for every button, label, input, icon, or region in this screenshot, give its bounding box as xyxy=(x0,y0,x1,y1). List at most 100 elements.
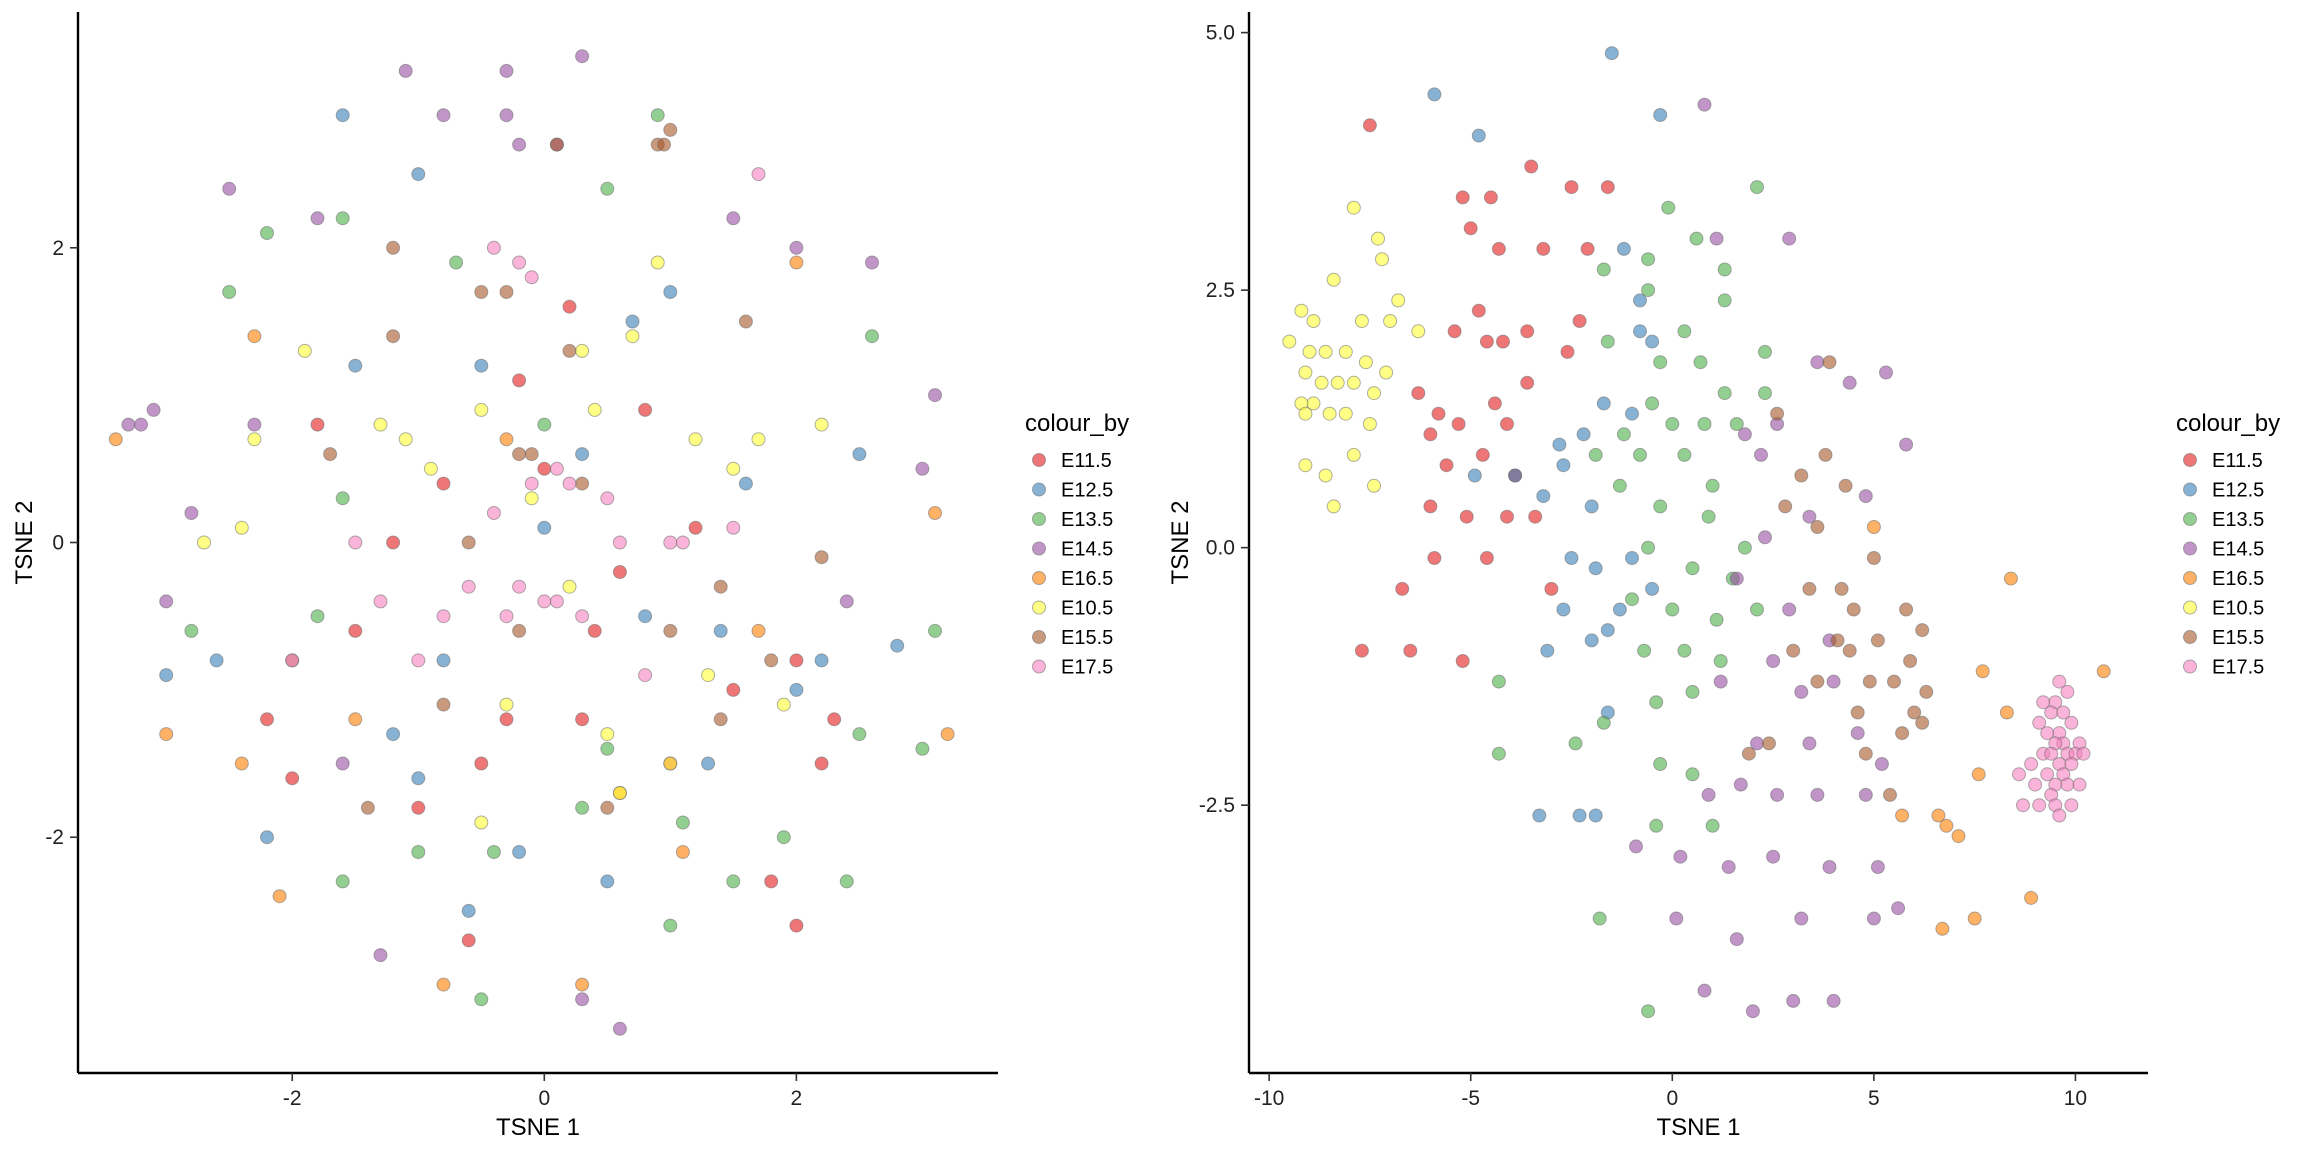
data-point-e12-5 xyxy=(1625,406,1639,421)
data-point-e14-5 xyxy=(398,63,413,78)
data-point-e13-5 xyxy=(184,623,199,638)
data-point-e13-5 xyxy=(663,918,678,933)
data-point-e11-5 xyxy=(537,461,552,476)
data-point-e11-5 xyxy=(1463,221,1478,236)
legend-label: E17.5 xyxy=(2212,657,2264,679)
data-point-e14-5 xyxy=(499,63,514,78)
data-point-e15-5 xyxy=(663,623,678,638)
data-point-e11-5 xyxy=(1354,643,1369,658)
data-point-e12-5 xyxy=(1532,808,1547,823)
data-point-e12-5 xyxy=(638,609,653,624)
data-point-e12-5 xyxy=(1467,468,1482,483)
data-point-e14-5 xyxy=(247,417,262,432)
x-tick-label: -10 xyxy=(1254,1087,1284,1110)
data-point-e12-5 xyxy=(1604,46,1619,61)
data-point-e14-5 xyxy=(1669,911,1684,926)
data-point-e14-5 xyxy=(1891,901,1906,916)
x-tick-label: -2 xyxy=(283,1087,302,1110)
legend-label: E17.5 xyxy=(1061,657,1113,679)
data-point-e17-5 xyxy=(2040,726,2055,741)
legend-label: E10.5 xyxy=(2212,598,2264,620)
data-point-e13-5 xyxy=(474,992,489,1007)
data-point-e15-5 xyxy=(1810,674,1825,689)
data-point-e10-5 xyxy=(1391,293,1406,308)
data-point-e15-5 xyxy=(657,137,671,152)
legend-label: E16.5 xyxy=(2212,568,2264,590)
data-point-e10-5 xyxy=(1383,314,1398,328)
data-point-e11-5 xyxy=(1479,551,1494,565)
data-point-e14-5 xyxy=(1826,993,1841,1008)
data-point-e17-5 xyxy=(499,609,514,624)
data-point-e15-5 xyxy=(1778,499,1793,514)
data-point-e12-5 xyxy=(814,653,829,668)
data-point-e10-5 xyxy=(398,432,413,447)
data-point-e12-5 xyxy=(1633,324,1647,339)
data-point-e17-5 xyxy=(663,535,678,550)
data-point-e13-5 xyxy=(1750,180,1764,195)
legend-label: E15.5 xyxy=(1061,627,1113,649)
data-point-e17-5 xyxy=(461,579,476,594)
data-point-e11-5 xyxy=(1528,509,1543,524)
data-point-e11-5 xyxy=(461,933,476,948)
data-point-e11-5 xyxy=(386,535,401,550)
data-point-e13-5 xyxy=(1653,499,1668,514)
legend-label: E14.5 xyxy=(1061,539,1113,561)
data-point-e10-5 xyxy=(423,461,438,476)
y-axis-title: TSNE 2 xyxy=(1167,500,1194,584)
data-point-e10-5 xyxy=(1338,344,1353,359)
data-point-e12-5 xyxy=(701,756,716,771)
y-tick-label: 2.5 xyxy=(1206,279,1235,302)
legend-swatch xyxy=(2183,600,2197,615)
data-point-e15-5 xyxy=(1887,674,1901,689)
data-point-e13-5 xyxy=(1677,643,1692,658)
data-point-e15-5 xyxy=(323,447,338,462)
data-point-e14-5 xyxy=(1766,654,1781,668)
data-point-e13-5 xyxy=(1637,643,1652,658)
data-point-e10-5 xyxy=(587,402,602,417)
data-point-e11-5 xyxy=(1455,654,1470,668)
data-point-e15-5 xyxy=(1883,787,1897,802)
data-point-e14-5 xyxy=(1782,602,1797,617)
data-point-e16-5 xyxy=(436,977,451,992)
data-point-e10-5 xyxy=(474,402,489,417)
data-point-e11-5 xyxy=(1455,190,1470,205)
data-point-e12-5 xyxy=(1633,293,1647,308)
data-point-e16-5 xyxy=(1939,818,1954,833)
data-point-e11-5 xyxy=(1451,417,1466,431)
data-point-e17-5 xyxy=(2052,674,2067,689)
data-point-e14-5 xyxy=(1701,787,1716,802)
data-point-e16-5 xyxy=(272,889,287,904)
data-point-e13-5 xyxy=(1649,695,1664,710)
data-point-e17-5 xyxy=(675,535,690,550)
data-point-e16-5 xyxy=(348,712,363,727)
data-point-e14-5 xyxy=(839,594,854,609)
data-point-e15-5 xyxy=(1794,468,1809,483)
data-point-e17-5 xyxy=(524,270,539,285)
data-point-e11-5 xyxy=(310,417,325,432)
data-point-e14-5 xyxy=(499,108,514,123)
data-point-e13-5 xyxy=(1693,355,1708,370)
data-point-e14-5 xyxy=(1733,777,1748,792)
data-point-e14-5 xyxy=(1850,726,1865,741)
data-point-e14-5 xyxy=(1721,860,1736,874)
data-point-e16-5 xyxy=(940,727,955,742)
data-point-e13-5 xyxy=(865,329,879,344)
data-point-e14-5 xyxy=(1858,489,1873,504)
data-point-e11-5 xyxy=(612,565,627,579)
data-point-e13-5 xyxy=(1616,427,1631,442)
data-point-e13-5 xyxy=(1701,509,1716,524)
data-point-e10-5 xyxy=(701,668,716,683)
data-point-e11-5 xyxy=(814,756,829,771)
legend-swatch xyxy=(1032,571,1046,585)
data-point-e10-5 xyxy=(474,815,489,830)
legend-swatch xyxy=(1032,482,1046,497)
data-point-e14-5 xyxy=(1794,684,1809,699)
data-point-e16-5 xyxy=(1951,829,1966,844)
data-point-e16-5 xyxy=(1866,520,1881,534)
data-point-e14-5 xyxy=(1713,674,1728,689)
data-point-e12-5 xyxy=(1556,602,1571,617)
data-point-e14-5 xyxy=(1782,231,1797,246)
data-point-e10-5 xyxy=(1322,406,1337,421)
data-point-e11-5 xyxy=(1423,499,1438,514)
